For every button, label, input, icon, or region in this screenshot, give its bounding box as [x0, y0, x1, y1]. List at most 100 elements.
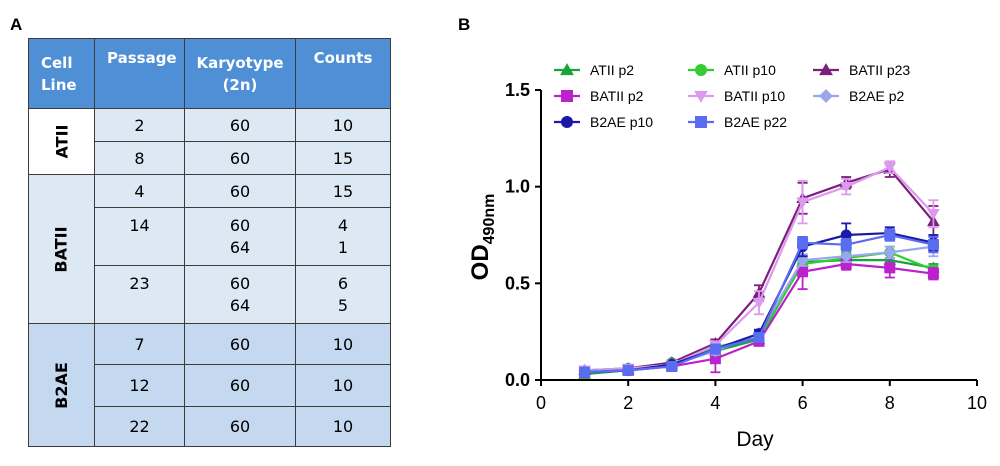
y-tick-label: 0.0: [505, 370, 530, 390]
karyotype-cell: 60: [184, 364, 296, 407]
x-axis-label: Day: [736, 428, 774, 451]
header-cell-line-l2: Line: [41, 75, 77, 94]
y-tick-label: 0.5: [505, 273, 530, 293]
header-karyotype: Karyotype (2n): [184, 38, 296, 109]
data-point: [709, 353, 721, 365]
karyotype-table: Cell Line Passage Karyotype (2n) Counts …: [28, 38, 391, 447]
legend-marker: [819, 89, 833, 103]
data-point: [927, 268, 939, 280]
karyotype-value: 64: [229, 237, 251, 257]
legend-marker: [561, 116, 573, 128]
series-line: [584, 262, 934, 374]
table-row: 8 60 15: [29, 141, 391, 175]
x-tick-label: 4: [710, 393, 720, 413]
table-row: ATII 2 60 10: [28, 108, 391, 175]
x-tick-label: 2: [623, 393, 633, 413]
legend-marker: [695, 116, 707, 128]
header-cell-line-l1: Cell: [41, 53, 73, 72]
data-point: [839, 181, 853, 193]
x-tick-label: 0: [536, 393, 546, 413]
header-counts: Counts: [295, 38, 391, 109]
passage-cell: 8: [94, 141, 185, 175]
header-cell-line: Cell Line: [28, 38, 95, 109]
legend-label: BATII p10: [724, 88, 785, 104]
data-point: [622, 364, 634, 376]
counts-cell: 6 5: [295, 265, 391, 324]
data-point: [796, 253, 809, 267]
karyotype-value: 60: [229, 215, 251, 235]
series-line: [584, 259, 934, 376]
data-point: [927, 209, 940, 221]
group-label-atii: ATII: [28, 108, 95, 175]
y-axis-label: OD490nm: [467, 194, 498, 281]
legend-label: B2AE p2: [849, 88, 904, 104]
group-label-batii: BATII: [28, 174, 95, 324]
karyotype-value: 60: [229, 273, 251, 293]
data-point: [883, 162, 897, 174]
table-row: 14 60 64 4 1: [29, 207, 391, 266]
legend-marker: [694, 90, 708, 103]
counts-cell: 15: [295, 141, 391, 175]
data-point: [797, 266, 809, 278]
y-tick-label: 1.0: [505, 177, 530, 197]
table-row: B2AE 7 60 10: [28, 323, 391, 447]
counts-value: 5: [337, 295, 349, 315]
karyotype-cell: 60: [184, 108, 296, 142]
karyotype-cell: 60 64: [184, 265, 296, 324]
counts-cell: 15: [295, 174, 391, 208]
data-point: [709, 343, 721, 355]
passage-cell: 14: [94, 207, 185, 266]
legend-label: ATII p10: [724, 62, 776, 78]
passage-cell: 4: [94, 174, 185, 208]
x-tick-label: 6: [798, 393, 808, 413]
data-point: [883, 246, 897, 259]
legend-marker: [561, 90, 573, 102]
growth-chart: 0 2 4 6 8 10 0.0 0.5 1.0 1.5 Day OD490nm ATII p2 ATII…: [467, 62, 987, 451]
karyotype-value: 64: [229, 295, 251, 315]
data-point: [840, 239, 852, 251]
counts-cell: 4 1: [295, 207, 391, 266]
data-point: [579, 366, 591, 378]
data-point: [884, 262, 896, 274]
counts-value: 4: [337, 215, 349, 235]
data-point: [840, 258, 852, 270]
passage-cell: 22: [94, 406, 185, 447]
counts-cell: 10: [295, 323, 391, 365]
legend-label: BATII p2: [590, 88, 644, 104]
counts-cell: 10: [295, 406, 391, 447]
panel-label-a: A: [10, 15, 23, 34]
legend-label: BATII p23: [849, 62, 910, 78]
data-point: [797, 237, 809, 249]
karyotype-cell: 60: [184, 141, 296, 175]
data-point: [753, 331, 765, 343]
data-point: [927, 239, 939, 251]
legend-marker: [560, 63, 574, 76]
data-point: [666, 360, 678, 372]
table-row: BATII 4 60 15: [28, 174, 391, 324]
legend-marker: [819, 63, 833, 76]
legend-label: B2AE p22: [724, 114, 787, 130]
legend-label: ATII p2: [590, 62, 634, 78]
counts-cell: 10: [295, 364, 391, 407]
legend-label: B2AE p10: [590, 114, 653, 130]
table-row: 23 60 64 6 5: [29, 265, 391, 324]
panel-label-b: B: [458, 15, 471, 34]
counts-value: 1: [337, 237, 349, 257]
y-tick-label: 1.5: [505, 80, 530, 100]
header-karyotype-l2: (2n): [222, 75, 258, 94]
legend-marker: [695, 64, 707, 76]
karyotype-cell: 60: [184, 406, 296, 447]
karyotype-cell: 60 64: [184, 207, 296, 266]
passage-cell: 12: [94, 364, 185, 407]
header-karyotype-l1: Karyotype: [196, 53, 284, 72]
counts-cell: 10: [295, 108, 391, 142]
data-point: [840, 229, 852, 241]
header-passage: Passage: [94, 38, 185, 109]
passage-cell: 23: [94, 265, 185, 324]
data-point: [752, 297, 766, 309]
table-row: 22 60 10: [29, 406, 391, 447]
karyotype-cell: 60: [184, 174, 296, 208]
group-label-b2ae: B2AE: [28, 323, 95, 447]
counts-value: 6: [337, 273, 349, 293]
x-tick-label: 10: [967, 393, 987, 413]
